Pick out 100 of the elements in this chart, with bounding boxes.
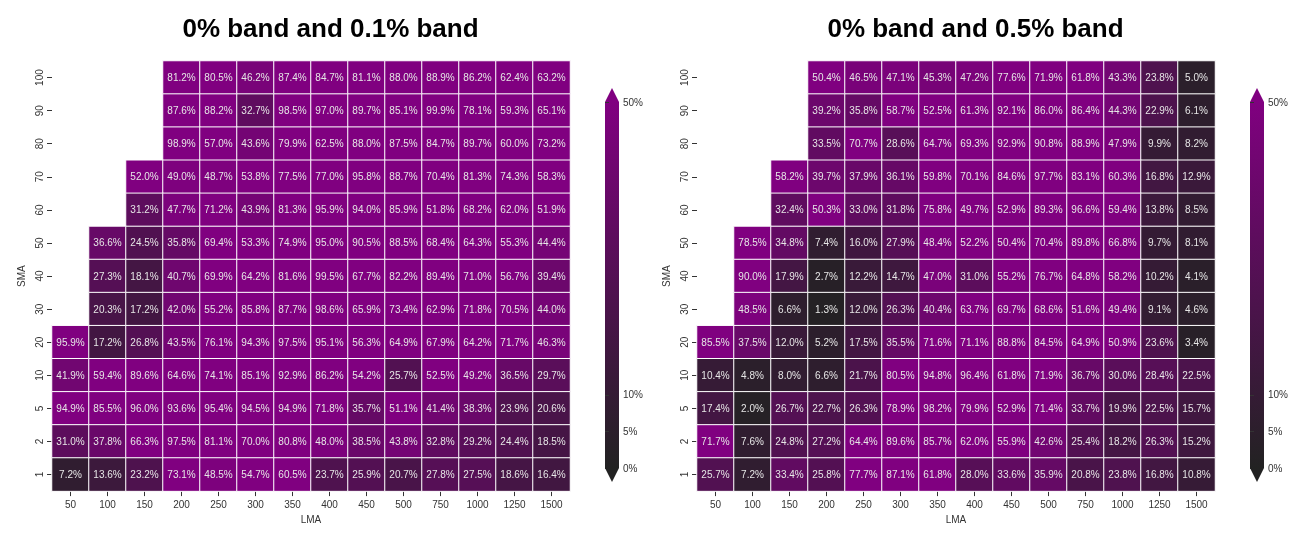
data-label: 22.9% [1145, 105, 1174, 117]
data-label: 96.6% [1071, 204, 1100, 216]
data-label: 64.4% [849, 435, 878, 447]
y-tick-label: 2 [33, 438, 45, 445]
data-label: 89.3% [1034, 204, 1063, 216]
data-label: 48.0% [315, 435, 344, 447]
data-label: 74.1% [204, 369, 233, 381]
color-bar-label: 0% [1268, 462, 1283, 474]
y-tick-label: 30 [678, 303, 690, 315]
data-label: 9.9% [1148, 138, 1171, 150]
data-label: 26.3% [1145, 435, 1174, 447]
data-label: 49.7% [960, 204, 989, 216]
data-label: 27.5% [463, 469, 492, 481]
data-label: 28.4% [1145, 369, 1174, 381]
y-tick-label: 50 [33, 236, 45, 249]
x-tick-label: 1000 [466, 498, 490, 510]
data-label: 43.3% [1108, 72, 1137, 84]
data-label: 31.2% [130, 204, 159, 216]
data-label: 64.3% [463, 237, 492, 249]
data-label: 33.0% [849, 204, 878, 216]
data-label: 84.5% [1034, 336, 1063, 348]
data-label: 51.9% [537, 204, 566, 216]
data-label: 88.5% [389, 237, 418, 249]
y-tick-label: 60 [678, 203, 690, 216]
data-label: 10.2% [1145, 270, 1174, 282]
data-label: 37.8% [93, 435, 122, 447]
x-tick-label: 1250 [1148, 498, 1172, 510]
data-label: 61.3% [960, 105, 989, 117]
data-label: 33.4% [775, 469, 804, 481]
data-label: 97.5% [167, 435, 196, 447]
data-label: 71.7% [500, 336, 529, 348]
data-label: 52.2% [960, 237, 989, 249]
data-label: 38.3% [463, 402, 492, 414]
data-label: 49.0% [167, 171, 196, 183]
data-label: 48.4% [923, 237, 952, 249]
data-label: 71.7% [701, 435, 730, 447]
data-label: 23.8% [1145, 72, 1174, 84]
data-label: 33.6% [997, 469, 1026, 481]
data-label: 42.0% [167, 303, 196, 315]
data-label: 47.1% [886, 72, 915, 84]
data-label: 17.2% [130, 303, 159, 315]
data-label: 23.9% [500, 402, 529, 414]
data-label: 58.2% [1108, 270, 1137, 282]
data-label: 70.4% [426, 171, 455, 183]
data-label: 36.1% [886, 171, 915, 183]
data-label: 52.9% [997, 402, 1026, 414]
data-label: 10.8% [1182, 469, 1211, 481]
data-label: 88.9% [1071, 138, 1100, 150]
data-label: 25.9% [352, 469, 381, 481]
y-axis-title: SMA [15, 264, 27, 287]
data-label: 94.9% [278, 402, 307, 414]
data-label: 97.7% [1034, 171, 1063, 183]
x-tick-label: 50 [64, 498, 77, 510]
data-label: 41.9% [56, 369, 85, 381]
data-label: 61.8% [997, 369, 1026, 381]
data-label: 54.2% [352, 369, 381, 381]
data-label: 43.6% [241, 138, 270, 150]
data-label: 86.4% [1071, 105, 1100, 117]
data-label: 22.5% [1145, 402, 1174, 414]
data-label: 88.0% [352, 138, 381, 150]
data-label: 36.7% [1071, 369, 1100, 381]
data-label: 12.9% [1182, 171, 1211, 183]
data-label: 19.9% [1108, 402, 1137, 414]
data-label: 44.4% [537, 237, 566, 249]
data-label: 38.5% [352, 435, 381, 447]
y-tick-label: 1 [678, 471, 690, 478]
data-label: 80.8% [278, 435, 307, 447]
data-label: 20.8% [1071, 469, 1100, 481]
data-label: 70.7% [849, 138, 878, 150]
y-tick-label: 90 [678, 104, 690, 117]
data-label: 90.5% [352, 237, 381, 249]
y-tick-label: 50 [678, 236, 690, 249]
data-label: 22.5% [1182, 369, 1211, 381]
data-label: 71.2% [204, 204, 233, 216]
data-label: 89.7% [463, 138, 492, 150]
data-label: 39.2% [812, 105, 841, 117]
data-label: 87.6% [167, 105, 196, 117]
data-label: 90.8% [1034, 138, 1063, 150]
data-label: 87.7% [278, 303, 307, 315]
x-tick-label: 50 [709, 498, 722, 510]
data-label: 6.1% [1185, 105, 1208, 117]
data-label: 70.4% [1034, 237, 1063, 249]
data-label: 93.6% [167, 402, 196, 414]
y-tick-label: 20 [33, 336, 45, 348]
y-tick-label: 2 [678, 438, 690, 445]
data-label: 53.3% [241, 237, 270, 249]
data-label: 64.2% [463, 336, 492, 348]
data-label: 73.4% [389, 303, 418, 315]
data-label: 96.0% [130, 402, 159, 414]
data-label: 92.1% [997, 105, 1026, 117]
data-label: 59.3% [500, 105, 529, 117]
data-label: 64.8% [1071, 270, 1100, 282]
data-label: 43.9% [241, 204, 270, 216]
data-label: 35.7% [352, 402, 381, 414]
data-label: 99.9% [426, 105, 455, 117]
data-label: 30.0% [1108, 369, 1137, 381]
data-label: 15.7% [1182, 402, 1211, 414]
data-label: 66.8% [1108, 237, 1137, 249]
x-tick-label: 750 [432, 498, 450, 510]
data-label: 85.9% [389, 204, 418, 216]
